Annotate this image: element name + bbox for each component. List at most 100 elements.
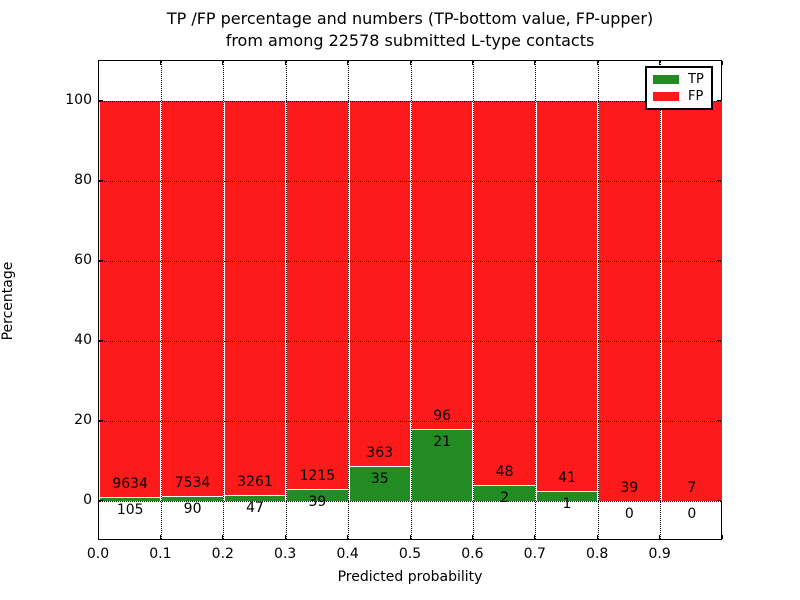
tp-bar (223, 495, 287, 501)
fp-count-label: 9634 (112, 475, 149, 492)
vertical-gridline (472, 61, 474, 539)
y-tick-label: 20 (74, 411, 92, 428)
fp-count-label: 7534 (174, 475, 211, 492)
y-tick-mark (717, 419, 721, 421)
x-tick-label: 0.9 (648, 546, 671, 562)
y-tick-label: 60 (74, 251, 92, 268)
x-tick-mark (222, 535, 224, 539)
x-tick-mark (596, 535, 598, 539)
x-tick-mark (284, 535, 286, 539)
x-tick-mark (284, 61, 286, 65)
tp-bar (99, 496, 162, 501)
tp-swatch (653, 75, 679, 84)
horizontal-gridline (99, 420, 721, 422)
fp-bar (535, 101, 599, 492)
x-axis-label: Predicted probability (337, 569, 483, 585)
x-tick-label: 0.8 (586, 546, 609, 562)
x-tick-label: 0.6 (461, 546, 484, 562)
x-tick-label: 0.2 (211, 546, 234, 562)
vertical-gridline (285, 61, 287, 539)
chart-title-line2: from among 22578 submitted L-type contac… (225, 31, 595, 50)
x-tick-mark (159, 61, 161, 65)
tp-count-label: 1 (562, 496, 572, 513)
fp-bar (348, 101, 411, 466)
y-tick-mark (99, 499, 103, 501)
x-tick-label: 0.1 (149, 546, 172, 562)
tp-bar (535, 491, 599, 501)
x-tick-mark (721, 535, 723, 539)
horizontal-gridline (99, 100, 721, 102)
vertical-gridline (223, 61, 225, 539)
tp-count-label: 39 (308, 493, 327, 510)
fp-count-label: 3261 (237, 474, 273, 491)
legend-label: FP (688, 89, 704, 104)
x-tick-mark (97, 535, 99, 539)
y-tick-mark (717, 259, 721, 261)
tp-count-label: 90 (183, 501, 202, 518)
vertical-gridline (535, 61, 537, 539)
y-tick-mark (717, 339, 721, 341)
horizontal-gridline (99, 260, 721, 262)
fp-count-label: 48 (495, 464, 514, 480)
fp-bar (660, 101, 723, 501)
tp-bar (286, 488, 349, 501)
tp-count-label: 35 (370, 470, 389, 487)
x-tick-label: 0.4 (336, 546, 359, 562)
tp-bar (161, 496, 224, 501)
y-tick-mark (99, 339, 103, 341)
y-tick-label: 100 (65, 91, 92, 108)
legend: TP FP (645, 66, 713, 110)
vertical-gridline (410, 61, 412, 539)
x-tick-mark (659, 535, 661, 539)
vertical-gridline (660, 61, 662, 539)
y-tick-mark (717, 99, 721, 101)
vertical-gridline (160, 61, 162, 539)
plot-area: 9634 105 7534 90 3261 47 1215 39 363 35 96 21 48 2 41 1… (98, 60, 723, 540)
x-tick-mark (97, 61, 99, 65)
tp-bar (348, 465, 411, 501)
x-tick-mark (347, 61, 349, 65)
vertical-gridline (348, 61, 350, 539)
y-tick-mark (717, 179, 721, 181)
fp-bar (223, 101, 287, 496)
tp-count-label: 2 (500, 490, 510, 506)
x-tick-label: 0.0 (86, 546, 110, 562)
chart-title: TP /FP percentage and numbers (TP-bottom… (98, 8, 722, 52)
tp-count-label: 0 (624, 506, 634, 522)
tp-count-label: 21 (433, 434, 452, 451)
legend-entry-fp: FP (653, 90, 705, 103)
x-tick-mark (159, 535, 161, 539)
x-tick-mark (471, 535, 473, 539)
fp-bar (411, 101, 474, 430)
y-tick-mark (717, 499, 721, 501)
y-tick-mark (99, 419, 103, 421)
horizontal-gridline (99, 500, 721, 502)
x-tick-mark (409, 61, 411, 65)
x-tick-mark (347, 535, 349, 539)
x-tick-mark (659, 61, 661, 65)
y-tick-label: 80 (74, 171, 92, 188)
tp-bar (411, 429, 474, 501)
fp-count-label: 39 (620, 480, 639, 496)
x-tick-mark (596, 61, 598, 65)
x-tick-mark (534, 61, 536, 65)
fp-bar (161, 101, 224, 497)
x-tick-label: 0.3 (274, 546, 297, 562)
y-tick-mark (99, 99, 103, 101)
fp-bar (286, 101, 349, 489)
vertical-gridline (597, 61, 599, 539)
legend-label: TP (688, 72, 704, 87)
x-tick-label: 0.7 (523, 546, 546, 562)
tp-count-label: 47 (246, 500, 264, 517)
horizontal-gridline (99, 180, 721, 182)
x-tick-mark (534, 535, 536, 539)
tp-count-label: 105 (116, 501, 144, 518)
x-tick-label: 0.5 (398, 546, 422, 562)
x-tick-mark (222, 61, 224, 65)
y-tick-mark (99, 179, 103, 181)
y-tick-label: 40 (74, 331, 92, 348)
fp-swatch (653, 92, 679, 101)
y-tick-mark (99, 259, 103, 261)
y-tick-label: 0 (83, 491, 92, 508)
